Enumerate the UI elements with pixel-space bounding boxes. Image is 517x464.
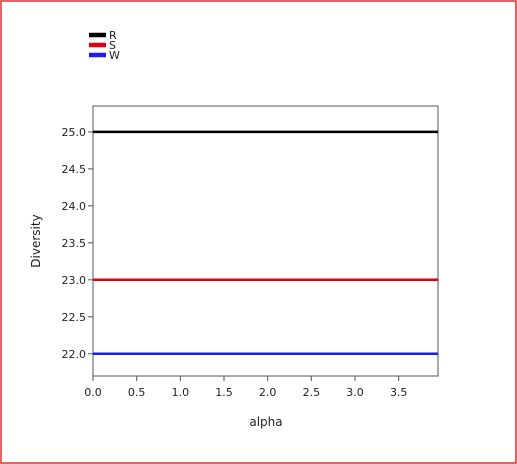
y-tick-label: 22.0: [62, 348, 87, 361]
x-tick-label: 0.0: [84, 386, 102, 399]
x-tick-label: 1.0: [172, 386, 190, 399]
legend-label: R: [109, 29, 117, 42]
x-tick-label: 2.0: [259, 386, 277, 399]
x-tick-label: 1.5: [215, 386, 233, 399]
plot-area: [92, 105, 439, 377]
y-tick-label: 23.0: [62, 274, 87, 287]
y-tick-label: 24.0: [62, 200, 87, 213]
y-axis-label: Diversity: [29, 214, 43, 267]
y-tick-label: 22.5: [62, 311, 87, 324]
x-tick-label: 2.5: [303, 386, 321, 399]
x-tick-label: 3.5: [390, 386, 408, 399]
x-tick-label: 0.5: [128, 386, 146, 399]
y-tick-label: 25.0: [62, 126, 87, 139]
x-axis: 0.0 0.5 1.0 1.5 2.0 2.5 3.0 3.5: [84, 376, 407, 399]
y-tick-label: 23.5: [62, 237, 87, 250]
legend-label: S: [109, 39, 116, 52]
legend: RSW: [89, 29, 120, 62]
series-layer: [93, 130, 438, 356]
y-tick-label: 24.5: [62, 163, 87, 176]
y-axis: 25.0 24.5 24.0 23.5 23.0 22.5 22.0: [62, 126, 93, 361]
x-axis-label: alpha: [249, 415, 282, 429]
x-tick-label: 3.0: [346, 386, 364, 399]
legend-label: W: [109, 49, 120, 62]
